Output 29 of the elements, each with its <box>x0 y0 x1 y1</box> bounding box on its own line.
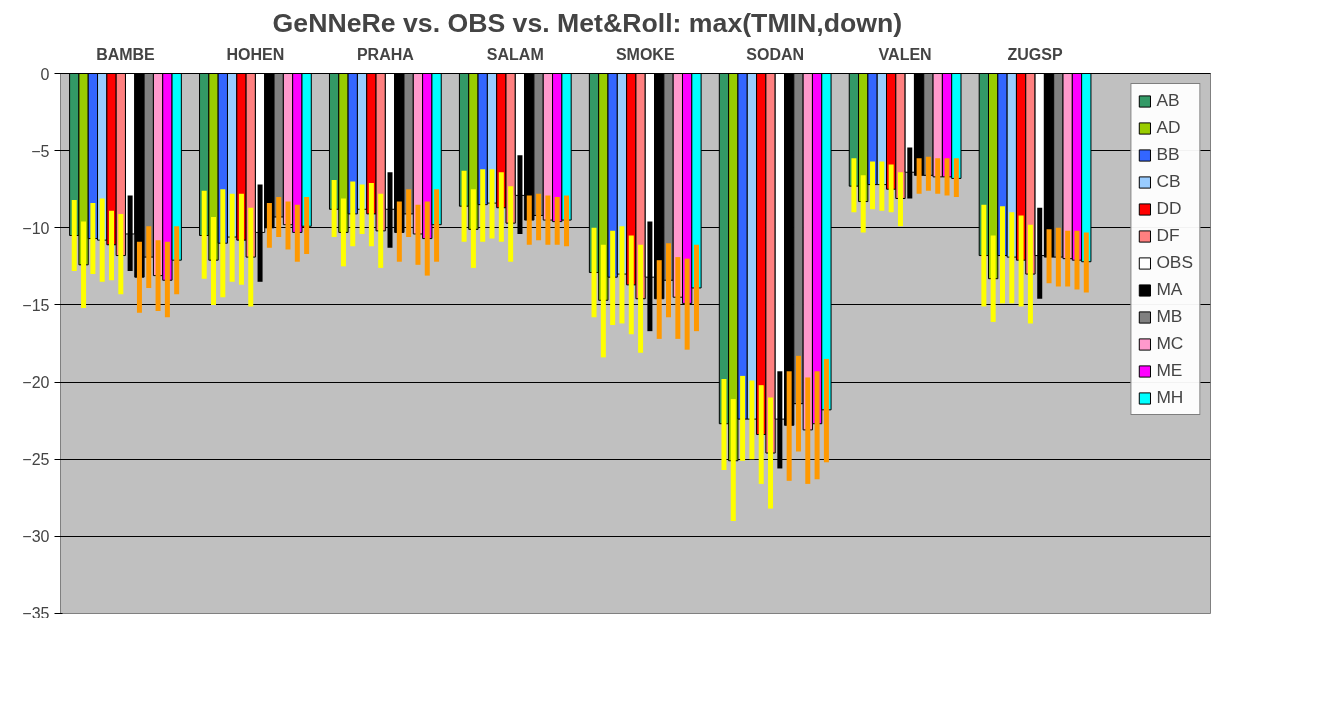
chart-title: GeNNeRe vs. OBS vs. Met&Roll: max(TMIN,down) <box>272 7 903 38</box>
y-tick-label: −25 <box>22 451 50 469</box>
legend-label: MH <box>1156 387 1184 408</box>
y-tick-label: −10 <box>22 219 50 237</box>
legend-label: ME <box>1156 360 1183 381</box>
legend-label: OBS <box>1156 252 1193 273</box>
x-tick-label: HOHEN <box>226 45 285 63</box>
x-tick-label: SODAN <box>746 45 805 63</box>
y-tick-label: 0 <box>40 65 50 83</box>
x-tick-label: SALAM <box>486 45 544 63</box>
legend-label: DF <box>1156 225 1180 246</box>
legend-label: AB <box>1156 90 1180 111</box>
x-tick-label: VALEN <box>878 45 932 63</box>
y-tick-label: −30 <box>22 528 50 546</box>
x-tick-label: ZUGSP <box>1007 45 1063 63</box>
x-tick-label: BAMBE <box>96 45 156 63</box>
legend-label: CB <box>1156 171 1181 192</box>
x-tick-label: PRAHA <box>356 45 415 63</box>
legend-label: AD <box>1156 117 1181 138</box>
x-tick-label: SMOKE <box>615 45 675 63</box>
y-tick-label: −20 <box>22 374 50 392</box>
legend-label: MB <box>1156 306 1183 327</box>
legend-label: DD <box>1156 198 1182 219</box>
y-tick-label: −5 <box>31 142 50 160</box>
y-tick-label: −15 <box>22 296 50 314</box>
legend-label: MC <box>1156 333 1184 354</box>
y-tick-label: −35 <box>22 604 50 622</box>
legend-label: MA <box>1156 279 1183 300</box>
legend-label: BB <box>1156 144 1180 165</box>
